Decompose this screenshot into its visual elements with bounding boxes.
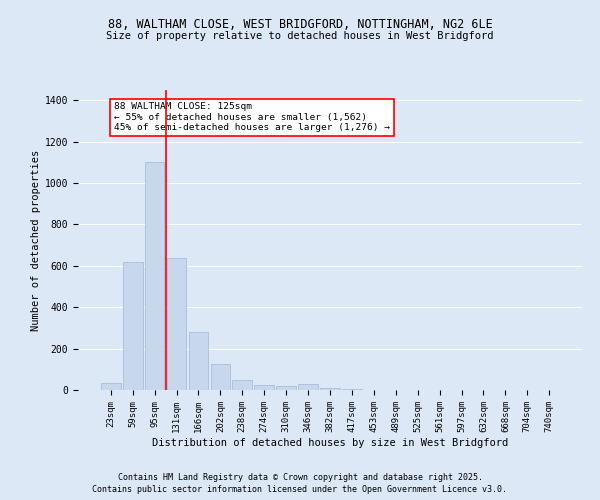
Bar (254, 385, 274, 390)
Bar (123, 262, 143, 390)
Bar (188, 332, 208, 390)
Bar (320, 388, 340, 390)
Bar (211, 364, 230, 390)
Text: 88 WALTHAM CLOSE: 125sqm
← 55% of detached houses are smaller (1,562)
45% of sem: 88 WALTHAM CLOSE: 125sqm ← 55% of detach… (114, 102, 390, 132)
Text: 88, WALTHAM CLOSE, WEST BRIDGFORD, NOTTINGHAM, NG2 6LE: 88, WALTHAM CLOSE, WEST BRIDGFORD, NOTTI… (107, 18, 493, 30)
Bar (167, 258, 187, 390)
Y-axis label: Number of detached properties: Number of detached properties (31, 150, 41, 330)
Text: Contains public sector information licensed under the Open Government Licence v3: Contains public sector information licen… (92, 485, 508, 494)
Bar (232, 380, 252, 390)
Bar (276, 386, 296, 390)
Text: Size of property relative to detached houses in West Bridgford: Size of property relative to detached ho… (106, 31, 494, 41)
Bar (101, 383, 121, 390)
Bar (145, 162, 164, 390)
X-axis label: Distribution of detached houses by size in West Bridgford: Distribution of detached houses by size … (152, 438, 508, 448)
Bar (298, 384, 318, 390)
Text: Contains HM Land Registry data © Crown copyright and database right 2025.: Contains HM Land Registry data © Crown c… (118, 472, 482, 482)
